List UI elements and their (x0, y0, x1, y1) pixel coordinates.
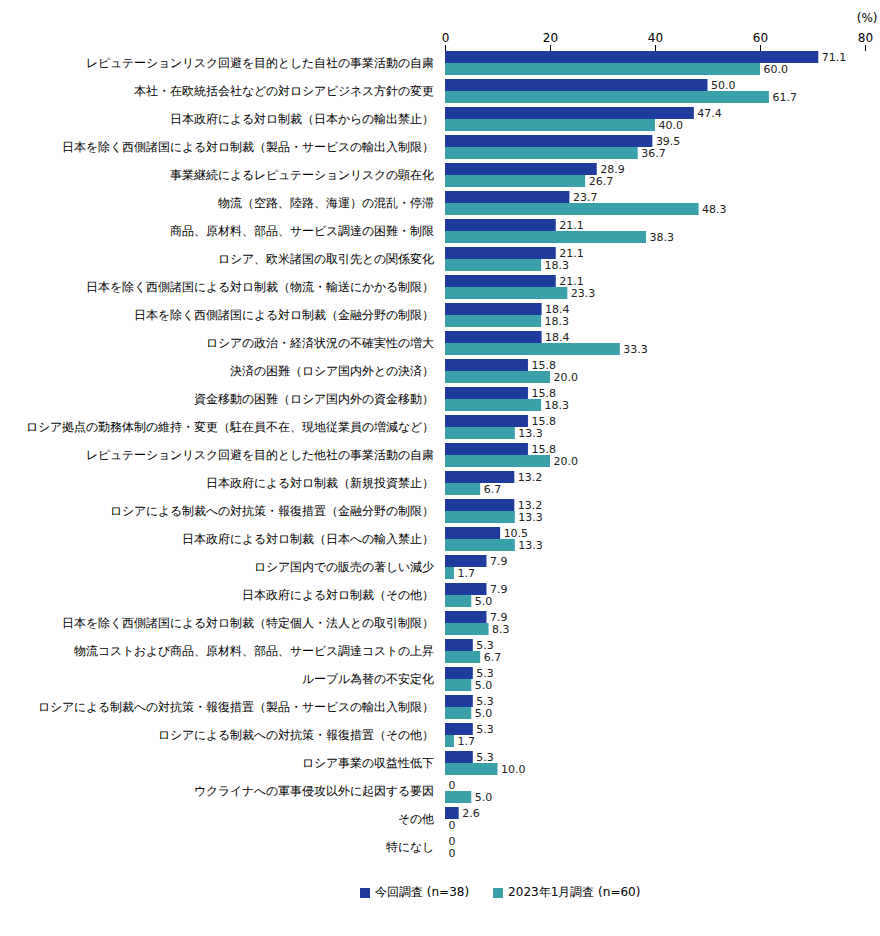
svg-text:レピュテーションリスク回避を目的とした他社の事業活動の自粛: レピュテーションリスク回避を目的とした他社の事業活動の自粛 (86, 448, 434, 462)
svg-text:18.4: 18.4 (545, 303, 570, 316)
svg-text:2.6: 2.6 (462, 807, 480, 820)
svg-text:39.5: 39.5 (655, 135, 681, 148)
svg-text:日本を除く西側諸国による対ロ制裁（製品・サービスの輸出入制限: 日本を除く西側諸国による対ロ制裁（製品・サービスの輸出入制限） (62, 140, 434, 154)
svg-text:60: 60 (753, 31, 768, 45)
svg-text:7.9: 7.9 (490, 611, 508, 624)
svg-text:10.5: 10.5 (503, 527, 529, 540)
svg-text:日本政府による対ロ制裁（その他）: 日本政府による対ロ制裁（その他） (242, 588, 434, 602)
svg-text:ルーブル為替の不安定化: ルーブル為替の不安定化 (302, 672, 434, 686)
svg-text:5.0: 5.0 (475, 679, 493, 692)
svg-text:13.3: 13.3 (518, 511, 543, 524)
svg-text:ロシアによる制裁への対抗策・報復措置（金融分野の制限）: ロシアによる制裁への対抗策・報復措置（金融分野の制限） (110, 504, 434, 518)
svg-text:0: 0 (442, 31, 450, 45)
svg-text:資金移動の困難（ロシア国内外の資金移動）: 資金移動の困難（ロシア国内外の資金移動） (194, 392, 434, 406)
svg-text:日本政府による対ロ制裁（新規投資禁止）: 日本政府による対ロ制裁（新規投資禁止） (206, 476, 434, 490)
svg-text:その他: その他 (398, 812, 434, 826)
svg-text:7.9: 7.9 (490, 583, 508, 596)
svg-text:13.3: 13.3 (518, 427, 543, 440)
svg-text:ロシア国内での販売の著しい減少: ロシア国内での販売の著しい減少 (254, 560, 434, 574)
html-text:2023年1月調査 (n=60): 2023年1月調査 (n=60) (508, 885, 641, 899)
svg-text:13.2: 13.2 (517, 499, 543, 512)
svg-text:60.0: 60.0 (764, 63, 789, 76)
svg-text:日本政府による対ロ制裁（日本への輸入禁止）: 日本政府による対ロ制裁（日本への輸入禁止） (182, 532, 434, 546)
svg-text:1.7: 1.7 (457, 567, 475, 580)
svg-text:10.0: 10.0 (501, 763, 526, 776)
svg-text:18.3: 18.3 (545, 259, 570, 272)
svg-text:80: 80 (858, 31, 873, 45)
svg-text:特になし: 特になし (386, 840, 434, 854)
svg-text:物流コストおよび商品、原材料、部品、サービス調達コストの上昇: 物流コストおよび商品、原材料、部品、サービス調達コストの上昇 (74, 644, 434, 658)
svg-text:28.9: 28.9 (600, 163, 625, 176)
svg-text:40: 40 (648, 31, 663, 45)
svg-text:物流（空路、陸路、海運）の混乱・停滞: 物流（空路、陸路、海運）の混乱・停滞 (218, 196, 434, 210)
svg-text:23.3: 23.3 (571, 287, 596, 300)
svg-text:ロシアによる制裁への対抗策・報復措置（その他）: ロシアによる制裁への対抗策・報復措置（その他） (158, 728, 434, 742)
svg-text:13.2: 13.2 (518, 471, 543, 484)
svg-text:6.7: 6.7 (484, 483, 502, 496)
svg-text:5.3: 5.3 (476, 695, 494, 708)
svg-text:21.1: 21.1 (559, 247, 584, 260)
svg-text:0: 0 (449, 779, 456, 792)
svg-text:50.0: 50.0 (711, 79, 736, 92)
svg-text:0: 0 (448, 835, 456, 848)
html-text:今回調査 (n=38): 今回調査 (n=38) (375, 885, 470, 899)
svg-text:レピュテーションリスク回避を目的とした自社の事業活動の自粛: レピュテーションリスク回避を目的とした自社の事業活動の自粛 (86, 56, 434, 70)
svg-text:5.3: 5.3 (476, 751, 494, 764)
svg-text:事業継続によるレピュテーションリスクの顕在化: 事業継続によるレピュテーションリスクの顕在化 (170, 168, 434, 182)
svg-text:61.7: 61.7 (772, 91, 797, 104)
svg-text:ロシア、欧米諸国の取引先との関係変化: ロシア、欧米諸国の取引先との関係変化 (218, 252, 434, 266)
svg-text:5.0: 5.0 (475, 707, 493, 720)
svg-text:本社・在欧統括会社などの対ロシアビジネス方針の変更: 本社・在欧統括会社などの対ロシアビジネス方針の変更 (134, 84, 434, 98)
svg-text:18.3: 18.3 (545, 399, 570, 412)
svg-text:38.3: 38.3 (650, 231, 675, 244)
svg-text:47.4: 47.4 (697, 107, 722, 120)
svg-text:決済の困難（ロシア国内外との決済）: 決済の困難（ロシア国内外との決済） (230, 364, 434, 378)
svg-text:71.1: 71.1 (822, 51, 847, 64)
svg-text:20: 20 (543, 31, 558, 45)
svg-text:33.3: 33.3 (623, 343, 648, 356)
svg-text:ウクライナへの軍事侵攻以外に起因する要因: ウクライナへの軍事侵攻以外に起因する要因 (194, 784, 434, 798)
svg-text:5.0: 5.0 (475, 791, 493, 804)
svg-text:ロシア拠点の勤務体制の維持・変更（駐在員不在、現地従業員の増: ロシア拠点の勤務体制の維持・変更（駐在員不在、現地従業員の増減など） (26, 420, 434, 434)
svg-text:23.7: 23.7 (573, 191, 598, 204)
svg-text:15.8: 15.8 (531, 415, 556, 428)
svg-text:5.3: 5.3 (476, 723, 494, 736)
svg-text:20.0: 20.0 (554, 455, 579, 468)
svg-text:ロシアによる制裁への対抗策・報復措置（製品・サービスの輸出入: ロシアによる制裁への対抗策・報復措置（製品・サービスの輸出入制限） (38, 700, 434, 714)
svg-text:18.3: 18.3 (545, 315, 570, 328)
svg-text:15.8: 15.8 (531, 387, 556, 400)
svg-text:48.3: 48.3 (702, 203, 727, 216)
svg-text:15.8: 15.8 (531, 359, 556, 372)
svg-text:13.3: 13.3 (518, 539, 543, 552)
svg-text:36.7: 36.7 (641, 147, 666, 160)
svg-text:6.7: 6.7 (484, 651, 502, 664)
svg-text:5.3: 5.3 (476, 639, 494, 652)
svg-text:ロシアの政治・経済状況の不確実性の増大: ロシアの政治・経済状況の不確実性の増大 (206, 336, 434, 350)
svg-text:日本を除く西側諸国による対ロ制裁（金融分野の制限）: 日本を除く西側諸国による対ロ制裁（金融分野の制限） (134, 308, 434, 322)
svg-text:0: 0 (449, 819, 456, 832)
svg-text:1.7: 1.7 (457, 735, 475, 748)
svg-text:40.0: 40.0 (659, 119, 684, 132)
svg-text:20.0: 20.0 (554, 371, 579, 384)
svg-text:7.9: 7.9 (490, 555, 508, 568)
svg-text:0: 0 (449, 847, 456, 860)
svg-text:日本を除く西側諸国による対ロ制裁（特定個人・法人との取引制限: 日本を除く西側諸国による対ロ制裁（特定個人・法人との取引制限） (62, 616, 434, 630)
svg-text:日本政府による対ロ制裁（日本からの輸出禁止）: 日本政府による対ロ制裁（日本からの輸出禁止） (170, 112, 434, 126)
svg-text:5.3: 5.3 (476, 667, 494, 680)
svg-text:ロシア事業の収益性低下: ロシア事業の収益性低下 (302, 756, 434, 770)
svg-text:21.1: 21.1 (559, 275, 584, 288)
svg-text:21.1: 21.1 (559, 219, 584, 232)
svg-text:日本を除く西側諸国による対ロ制裁（物流・輸送にかかる制限）: 日本を除く西側諸国による対ロ制裁（物流・輸送にかかる制限） (86, 280, 434, 294)
svg-text:(%): (%) (857, 11, 878, 25)
svg-text:商品、原材料、部品、サービス調達の困難・制限: 商品、原材料、部品、サービス調達の困難・制限 (170, 224, 434, 238)
svg-text:5.0: 5.0 (475, 595, 493, 608)
svg-text:18.4: 18.4 (545, 331, 570, 344)
svg-text:8.3: 8.3 (492, 623, 510, 636)
svg-text:26.7: 26.7 (589, 175, 614, 188)
svg-text:15.8: 15.8 (531, 443, 556, 456)
